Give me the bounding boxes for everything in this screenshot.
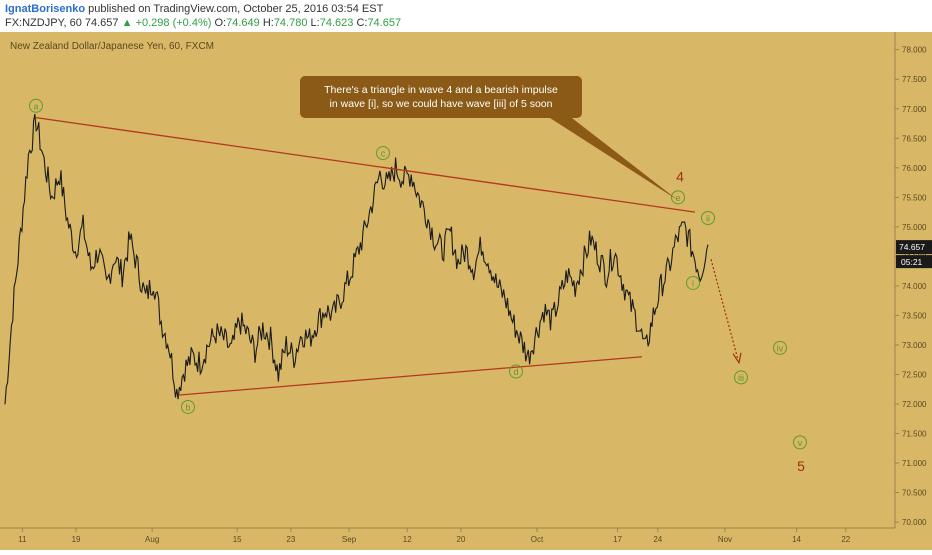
y-tick-label: 72.500 xyxy=(902,370,927,379)
x-tick-label: 24 xyxy=(653,535,662,544)
close-value: 74.657 xyxy=(367,17,402,29)
wave-label-4: 4 xyxy=(676,169,684,185)
y-tick-label: 72.000 xyxy=(902,400,927,409)
projection-arrowhead xyxy=(732,352,742,365)
x-tick-label: 14 xyxy=(792,535,801,544)
price-axis-background xyxy=(895,32,932,550)
wave-label-circle xyxy=(181,399,195,414)
current-price: 74.657 xyxy=(84,17,119,29)
wave-label: a xyxy=(33,101,38,111)
chart-header: IgnatBorisenko published on TradingView.… xyxy=(0,0,932,32)
wave-label: v xyxy=(798,438,803,448)
y-tick-label: 71.500 xyxy=(902,430,927,439)
x-tick-label: 12 xyxy=(403,535,412,544)
y-tick-label: 70.000 xyxy=(902,518,927,527)
wave-label-circle xyxy=(793,435,807,450)
x-tick-label: Sep xyxy=(342,535,357,544)
x-tick-label: 19 xyxy=(72,535,81,544)
chart-title: New Zealand Dollar/Japanese Yen, 60, FXC… xyxy=(10,41,214,52)
price-series-line xyxy=(4,113,709,405)
chart-background xyxy=(0,32,932,550)
wave-label: iv xyxy=(777,343,784,353)
y-tick-label: 74.000 xyxy=(902,282,927,291)
x-tick-label: 23 xyxy=(286,535,295,544)
callout-box xyxy=(300,76,582,118)
y-tick-label: 71.000 xyxy=(902,459,927,468)
x-tick-label: Oct xyxy=(531,535,544,544)
wave-label-circle xyxy=(29,98,43,113)
countdown-label: 05:21 xyxy=(901,257,923,267)
x-tick-label: 20 xyxy=(456,535,465,544)
y-tick-label: 78.000 xyxy=(902,46,927,55)
wave-label: ii xyxy=(706,214,710,224)
high-label: H: xyxy=(262,17,274,29)
y-tick-label: 73.500 xyxy=(902,311,927,320)
chart-container[interactable]: New Zealand Dollar/Japanese Yen, 60, FXC… xyxy=(0,32,932,550)
upper-trendline xyxy=(35,116,696,213)
up-arrow-icon: ▲ xyxy=(121,17,133,29)
wave-label-circle xyxy=(376,146,390,161)
lower-trendline xyxy=(177,356,643,396)
x-tick-label: 17 xyxy=(613,535,622,544)
last-price-label: 74.657 xyxy=(899,242,925,252)
low-label: L: xyxy=(310,17,320,29)
wave-label: e xyxy=(675,193,680,203)
ohlc-line: FX:NZDJPY, 60 74.657 ▲ +0.298 (+0.4%) O:… xyxy=(5,17,401,29)
wave-label: d xyxy=(513,367,518,377)
y-tick-label: 77.000 xyxy=(902,105,927,114)
wave-label: iii xyxy=(738,373,744,383)
wave-label-circle xyxy=(671,190,685,205)
countdown-box xyxy=(896,255,932,269)
wave-label: c xyxy=(381,149,386,159)
y-tick-label: 75.000 xyxy=(902,223,927,232)
x-tick-label: Nov xyxy=(718,535,732,544)
x-tick-label: 22 xyxy=(841,535,850,544)
wave-label: b xyxy=(185,402,190,412)
price-change: +0.298 (+0.4%) xyxy=(135,17,212,29)
wave-label-circle xyxy=(734,370,748,385)
wave-label-circle xyxy=(509,364,523,379)
author-link[interactable]: IgnatBorisenko xyxy=(5,3,86,15)
low-value: 74.623 xyxy=(319,17,354,29)
open-label: O: xyxy=(214,17,227,29)
callout-text-line1: There's a triangle in wave 4 and a beari… xyxy=(324,84,558,96)
y-tick-label: 70.500 xyxy=(902,489,927,498)
wave-label-5: 5 xyxy=(797,458,805,474)
y-tick-label: 73.000 xyxy=(902,341,927,350)
high-value: 74.780 xyxy=(273,17,308,29)
price-chart[interactable]: New Zealand Dollar/Japanese Yen, 60, FXC… xyxy=(0,32,932,550)
last-price-box xyxy=(896,240,932,255)
x-tick-label: 15 xyxy=(233,535,242,544)
callout-text-line2: in wave [i], so we could have wave [iii]… xyxy=(330,98,553,110)
x-tick-label: Aug xyxy=(145,535,159,544)
wave-label-circle xyxy=(701,211,715,225)
open-value: 74.649 xyxy=(226,17,260,29)
wave-label-circle xyxy=(773,340,787,355)
symbol-label: FX:NZDJPY, 60 xyxy=(5,17,82,29)
y-tick-label: 75.500 xyxy=(902,193,927,202)
x-tick-label: 11 xyxy=(18,535,27,544)
close-label: C: xyxy=(356,17,368,29)
projection-arrow xyxy=(710,259,739,360)
y-tick-label: 76.500 xyxy=(902,134,927,143)
y-tick-label: 77.500 xyxy=(902,75,927,84)
wave-label: i xyxy=(692,278,694,288)
y-tick-label: 76.000 xyxy=(902,164,927,173)
callout-pointer xyxy=(550,118,678,201)
publish-text: published on TradingView.com, October 25… xyxy=(85,3,384,15)
wave-label-circle xyxy=(686,275,700,290)
publish-info: IgnatBorisenko published on TradingView.… xyxy=(5,3,383,15)
